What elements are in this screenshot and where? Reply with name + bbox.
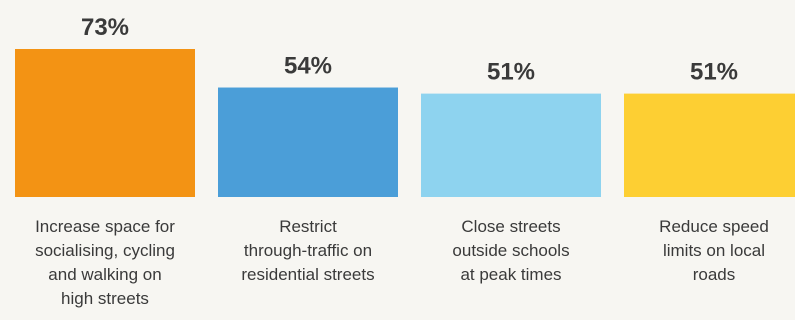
category-label-line: Increase space for [35, 217, 175, 236]
category-label-line: high streets [61, 289, 149, 308]
category-label-3: Close streets outside schools at peak time… [452, 217, 569, 284]
bar-1 [15, 49, 195, 197]
category-label-line: roads [693, 265, 736, 284]
category-label-line: Restrict [279, 217, 337, 236]
category-label-line: Close streets [461, 217, 560, 236]
category-label-line: Reduce speed [659, 217, 769, 236]
category-label-line: at peak times [460, 265, 561, 284]
category-label-line: limits on local [663, 241, 765, 260]
value-labels-group: 73% 54% 51% 51% [81, 14, 738, 86]
value-label-1: 73% [81, 14, 129, 41]
category-label-2: Restrict through-traffic on residential st… [241, 217, 374, 284]
category-label-line: residential streets [241, 265, 374, 284]
category-labels-group: Increase space for socialising, cycling an… [35, 217, 769, 308]
bar-4 [624, 93, 795, 197]
category-label-line: through-traffic on [244, 241, 372, 260]
category-label-1: Increase space for socialising, cycling an… [35, 217, 175, 308]
bar-2 [218, 87, 398, 197]
bar-3 [421, 93, 601, 197]
category-label-line: socialising, cycling [35, 241, 175, 260]
category-label-line: outside schools [452, 241, 569, 260]
bars-group [15, 49, 795, 197]
value-label-4: 51% [690, 59, 738, 86]
value-label-3: 51% [487, 59, 535, 86]
value-label-2: 54% [284, 53, 332, 80]
category-label-4: Reduce speed limits on local roads [659, 217, 769, 284]
category-label-line: and walking on [48, 265, 161, 284]
